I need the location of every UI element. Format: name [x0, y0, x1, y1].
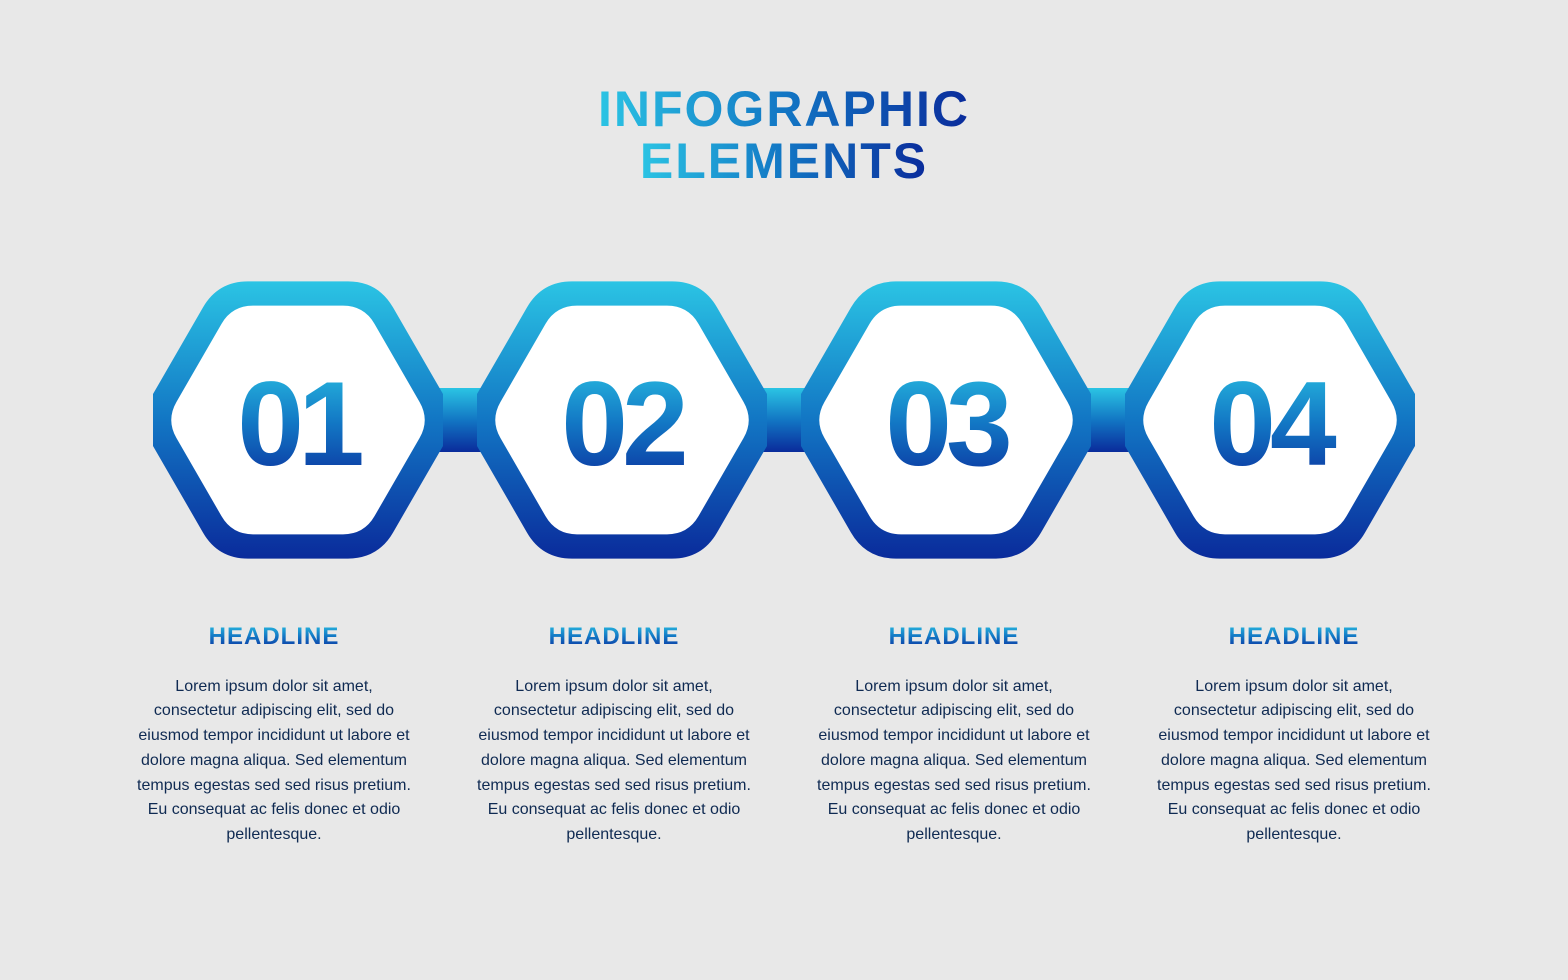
hex-step-2: 02 — [477, 260, 767, 580]
main-title: INFOGRAPHIC ELEMENTS — [484, 80, 1084, 200]
hexagon-row: 01 02 03 04 — [153, 260, 1415, 580]
title-line1: INFOGRAPHIC — [598, 81, 970, 137]
caption-headline-3: HEADLINE — [889, 623, 1020, 650]
caption-headline-2: HEADLINE — [549, 623, 680, 650]
caption-4: HEADLINE Lorem ipsum dolor sit amet, cons… — [1124, 620, 1464, 849]
caption-1: HEADLINE Lorem ipsum dolor sit amet, cons… — [104, 620, 444, 849]
caption-3: HEADLINE Lorem ipsum dolor sit amet, cons… — [784, 620, 1124, 849]
caption-2: HEADLINE Lorem ipsum dolor sit amet, cons… — [444, 620, 784, 849]
caption-body-1: Lorem ipsum dolor sit amet, consectetur … — [134, 675, 414, 849]
hex-step-3: 03 — [801, 260, 1091, 580]
captions-row: HEADLINE Lorem ipsum dolor sit amet, cons… — [0, 620, 1568, 849]
step-number-3: 03 — [885, 357, 1009, 491]
hexagon-3: 03 — [801, 260, 1091, 580]
caption-body-2: Lorem ipsum dolor sit amet, consectetur … — [474, 675, 754, 849]
caption-body-3: Lorem ipsum dolor sit amet, consectetur … — [814, 675, 1094, 849]
caption-headline-4: HEADLINE — [1229, 623, 1360, 650]
caption-headline-1: HEADLINE — [209, 623, 340, 650]
step-number-1: 01 — [237, 357, 362, 491]
caption-body-4: Lorem ipsum dolor sit amet, consectetur … — [1154, 675, 1434, 849]
title-line2: ELEMENTS — [640, 133, 928, 189]
hexagon-2: 02 — [477, 260, 767, 580]
hexagon-4: 04 — [1125, 260, 1415, 580]
hexagon-1: 01 — [153, 260, 443, 580]
step-number-2: 02 — [561, 357, 684, 491]
hex-step-1: 01 — [153, 260, 443, 580]
hex-step-4: 04 — [1125, 260, 1415, 580]
step-number-4: 04 — [1209, 357, 1337, 491]
